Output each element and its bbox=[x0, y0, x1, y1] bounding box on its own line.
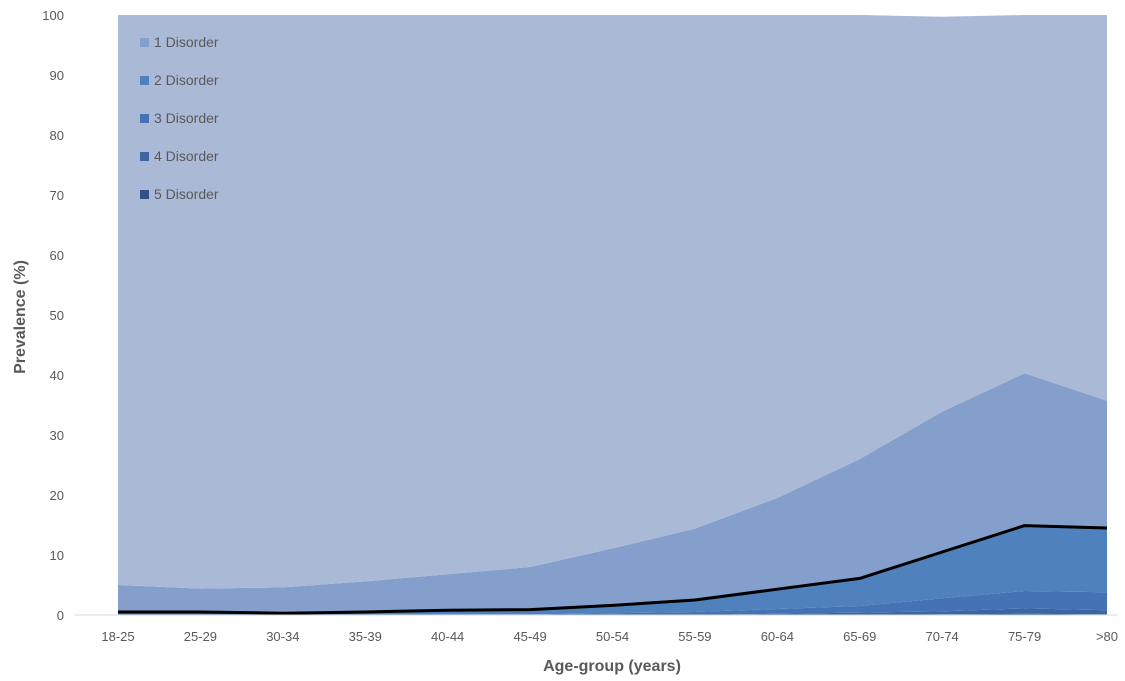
area-3-disorder bbox=[118, 591, 1107, 615]
y-axis-title: Prevalence (%) bbox=[12, 260, 29, 374]
legend-swatch-2-disorder bbox=[140, 76, 149, 85]
y-tick-label: 70 bbox=[50, 188, 64, 203]
legend-label-4-disorder: 4 Disorder bbox=[154, 148, 219, 164]
legend-swatch-3-disorder bbox=[140, 114, 149, 123]
x-tick-label: 70-74 bbox=[926, 629, 959, 644]
legend: 1 Disorder 2 Disorder 3 Disorder 4 Disorder… bbox=[140, 34, 219, 202]
area-1-disorder bbox=[118, 373, 1107, 614]
legend-label-1-disorder: 1 Disorder bbox=[154, 34, 219, 50]
legend-label-2-disorder: 2 Disorder bbox=[154, 72, 219, 88]
x-tick-label: 55-59 bbox=[678, 629, 711, 644]
area-layer bbox=[118, 15, 1107, 615]
area-no-disorder bbox=[118, 15, 1107, 589]
legend-label-3-disorder: 3 Disorder bbox=[154, 110, 219, 126]
y-tick-label: 20 bbox=[50, 488, 64, 503]
y-tick-label: 80 bbox=[50, 128, 64, 143]
y-tick-label: 90 bbox=[50, 68, 64, 83]
x-tick-label: 30-34 bbox=[266, 629, 299, 644]
y-tick-label: 0 bbox=[57, 608, 64, 623]
x-tick-label: 65-69 bbox=[843, 629, 876, 644]
legend-swatch-1-disorder bbox=[140, 38, 149, 47]
legend-label-5-disorder: 5 Disorder bbox=[154, 186, 219, 202]
x-tick-label: 45-49 bbox=[513, 629, 546, 644]
x-tick-label: 40-44 bbox=[431, 629, 464, 644]
x-tick-label: 18-25 bbox=[101, 629, 134, 644]
x-axis-title: Age-group (years) bbox=[543, 658, 681, 675]
line-layer bbox=[118, 524, 1108, 615]
x-tick-label: >80 bbox=[1096, 629, 1118, 644]
legend-swatch-5-disorder bbox=[140, 190, 149, 199]
y-tick-label: 40 bbox=[50, 368, 64, 383]
area-2-disorder bbox=[118, 525, 1107, 615]
y-tick-label: 100 bbox=[42, 8, 64, 23]
x-tick-label: 35-39 bbox=[349, 629, 382, 644]
area-4-disorder bbox=[118, 608, 1107, 615]
x-tick-label: 75-79 bbox=[1008, 629, 1041, 644]
x-tick-labels: 18-25 25-29 30-34 35-39 40-44 45-49 50-54 55-59… bbox=[101, 629, 1118, 644]
y-tick-label: 10 bbox=[50, 548, 64, 563]
x-tick-label: 60-64 bbox=[761, 629, 794, 644]
x-tick-label: 50-54 bbox=[596, 629, 629, 644]
legend-swatch-4-disorder bbox=[140, 152, 149, 161]
y-tick-label: 30 bbox=[50, 428, 64, 443]
y-tick-label: 60 bbox=[50, 248, 64, 263]
x-tick-label: 25-29 bbox=[184, 629, 217, 644]
series-line-multimorbidity bbox=[118, 524, 1108, 615]
y-tick-label: 50 bbox=[50, 308, 64, 323]
y-tick-labels: 0 10 20 30 40 50 60 70 80 90 100 bbox=[42, 8, 64, 623]
